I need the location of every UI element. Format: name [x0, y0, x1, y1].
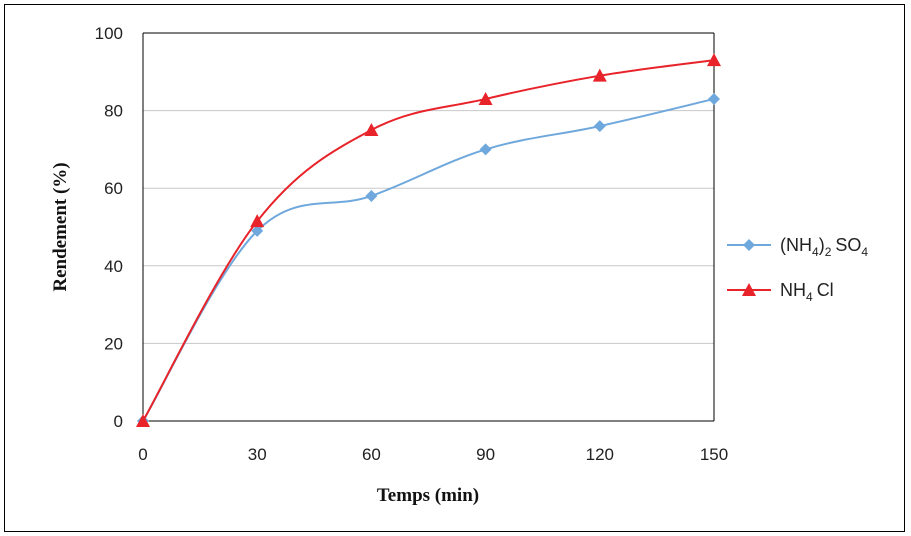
legend-label-part: NH: [780, 280, 806, 300]
legend-item-ammonium-chloride: NH4 Cl: [727, 280, 834, 304]
data-point-ammonium-chloride: [707, 53, 721, 67]
y-tick-label: 40: [104, 257, 123, 276]
x-tick-label: 60: [362, 445, 381, 464]
legend-label-part: (NH: [780, 235, 812, 255]
data-point-ammonium-sulfate: [708, 92, 720, 105]
data-point-ammonium-sulfate: [251, 224, 264, 237]
y-tick-label: 20: [104, 334, 123, 353]
series-line-ammonium-sulfate: [142, 97, 715, 422]
series-lines: [136, 53, 721, 427]
x-tick-label: 90: [476, 445, 495, 464]
legend-label-sub: 4: [812, 245, 819, 259]
data-point-ammonium-chloride: [592, 68, 607, 82]
data-point-ammonium-chloride: [136, 414, 150, 427]
x-tick-label: 30: [248, 445, 267, 464]
data-point-ammonium-chloride: [250, 214, 265, 228]
legend-label-part: SO: [835, 235, 861, 255]
data-point-ammonium-sulfate: [479, 143, 492, 156]
data-point-ammonium-sulfate: [593, 120, 606, 133]
legend-label-part: Cl: [817, 280, 834, 300]
legend-marker-triangle-icon: [742, 283, 756, 296]
x-axis-title: Temps (min): [377, 485, 479, 506]
x-tick-label: 0: [138, 445, 147, 464]
legend-label-ammonium-chloride: NH4 Cl: [780, 280, 834, 304]
x-tick-label: 120: [586, 445, 614, 464]
legend: (NH4)2 SO4 NH4 Cl: [727, 235, 868, 304]
y-tick-label: 0: [114, 412, 123, 431]
series-line-ammonium-chloride: [142, 59, 715, 422]
legend-item-ammonium-sulfate: (NH4)2 SO4: [727, 235, 868, 259]
legend-label-sub: 4: [806, 290, 813, 304]
legend-label-sub: 2: [825, 245, 832, 259]
chart-frame: [4, 4, 905, 532]
legend-label-part: ): [819, 235, 825, 255]
y-tick-label: 80: [104, 102, 123, 121]
legend-marker-diamond-icon: [743, 239, 755, 251]
data-point-ammonium-chloride: [478, 91, 493, 105]
grid-lines: [143, 110, 714, 344]
y-tick-labels: 0 20 40 60 80 100: [95, 24, 123, 431]
data-point-ammonium-chloride: [364, 123, 379, 136]
y-tick-label: 60: [104, 179, 123, 198]
legend-label-ammonium-sulfate: (NH4)2 SO4: [780, 235, 868, 259]
data-point-ammonium-sulfate: [365, 189, 378, 202]
y-axis-title: Rendement (%): [50, 162, 71, 291]
legend-label-sub: 4: [861, 245, 868, 259]
x-tick-labels: 0 30 60 90 120 150: [138, 445, 728, 464]
x-tick-label: 150: [700, 445, 728, 464]
y-tick-label: 100: [95, 24, 123, 43]
